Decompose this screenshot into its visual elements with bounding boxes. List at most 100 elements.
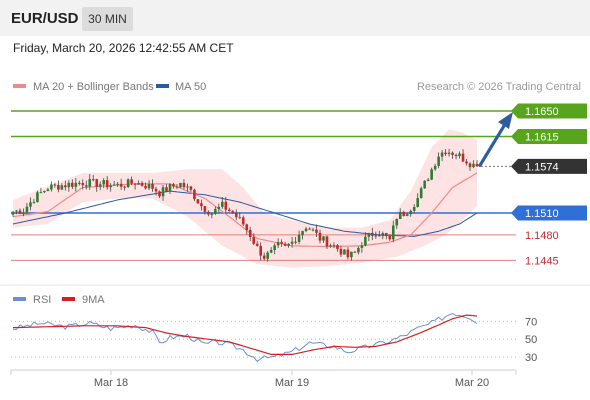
level-tag-box (511, 205, 587, 221)
candle (53, 182, 57, 188)
candle-body (217, 206, 221, 210)
candle-body (98, 184, 102, 187)
candle-body (95, 179, 99, 187)
level-label: 1.1574 (525, 161, 559, 173)
candle-body (214, 209, 217, 214)
candle (398, 208, 402, 220)
candle-body (357, 247, 360, 253)
candle-body (64, 185, 67, 188)
candle (360, 242, 364, 253)
candle-body (304, 228, 308, 232)
candle-body (172, 184, 175, 187)
rsi-line (13, 312, 478, 363)
candle-body (50, 184, 53, 190)
candle (109, 183, 112, 192)
candle (311, 227, 315, 232)
candle-body (402, 211, 406, 216)
candle (67, 180, 71, 192)
candle (273, 243, 276, 255)
level-labels: 1.1650 1.1615 1.1574 1.1510 1.1480 1.1445 (511, 103, 587, 267)
candle-body (168, 184, 172, 192)
candle-body (262, 255, 266, 259)
candle-body (419, 188, 423, 199)
candle (301, 230, 304, 240)
candle (147, 180, 151, 190)
candle-body (67, 182, 71, 188)
candle (433, 163, 437, 171)
candle-body (391, 225, 395, 240)
candle-body (57, 185, 60, 190)
candle (50, 181, 53, 192)
candle (405, 212, 409, 217)
candle-body (276, 242, 280, 246)
candle-body (81, 182, 85, 186)
candle (440, 149, 444, 162)
candle-body (412, 207, 416, 211)
candle-body (461, 153, 465, 162)
candle (395, 218, 399, 229)
candle-body (109, 185, 112, 188)
candle-body (301, 231, 304, 235)
candle-body (11, 211, 15, 215)
candle (130, 176, 133, 186)
candle (231, 210, 235, 214)
bollinger-bands (13, 129, 477, 268)
candle-body (395, 219, 399, 226)
candle (336, 243, 339, 252)
candle-body (77, 182, 81, 184)
candle-body (161, 187, 165, 197)
candle (374, 231, 378, 239)
candle (409, 209, 413, 217)
candle (203, 206, 207, 215)
candle-body (84, 185, 88, 187)
candle (308, 227, 311, 230)
candle (210, 212, 214, 219)
candle (214, 206, 217, 215)
candle (95, 178, 99, 192)
candle (332, 242, 336, 249)
ma20-legend-swatch (13, 84, 26, 88)
candle (384, 232, 388, 240)
candle (64, 180, 67, 191)
candle-body (259, 245, 262, 256)
candle (259, 242, 262, 261)
candle-body (231, 211, 235, 214)
candle-body (91, 179, 95, 181)
candle (283, 241, 287, 247)
level-tag-1.1445: 1.1445 (525, 255, 559, 267)
x-tick-label: Mar 18 (94, 377, 128, 389)
candle (350, 251, 353, 261)
candle (217, 203, 221, 214)
candle (357, 246, 360, 255)
candle-body (458, 153, 461, 157)
candle (175, 183, 179, 190)
x-tick-label: Mar 20 (455, 377, 489, 389)
candle-body (228, 209, 231, 212)
candle-body (364, 236, 367, 246)
candle-body (315, 229, 318, 233)
ma20-legend-label: MA 20 + Bollinger Bands (33, 81, 154, 93)
candle (329, 243, 332, 248)
candle-body (60, 185, 64, 190)
candle-body (46, 189, 50, 192)
candle-body (186, 186, 189, 188)
candle-body (203, 206, 207, 212)
candle (126, 178, 130, 189)
candle (294, 236, 297, 245)
candle (88, 174, 92, 190)
candle-body (238, 217, 242, 219)
candle-body (266, 252, 269, 259)
level-tag-1.1650: 1.1650 (511, 103, 587, 119)
candle-body (297, 234, 301, 242)
candle (39, 187, 43, 194)
candle (346, 247, 350, 260)
candle (371, 227, 374, 241)
bollinger-fill (13, 129, 477, 268)
candle-body (119, 183, 123, 187)
candle (430, 167, 433, 181)
timeframe-button[interactable]: 30 MIN (82, 7, 133, 31)
candle-body (189, 186, 193, 190)
candle-body (360, 245, 364, 248)
candle-body (322, 236, 325, 241)
candle (280, 239, 283, 247)
